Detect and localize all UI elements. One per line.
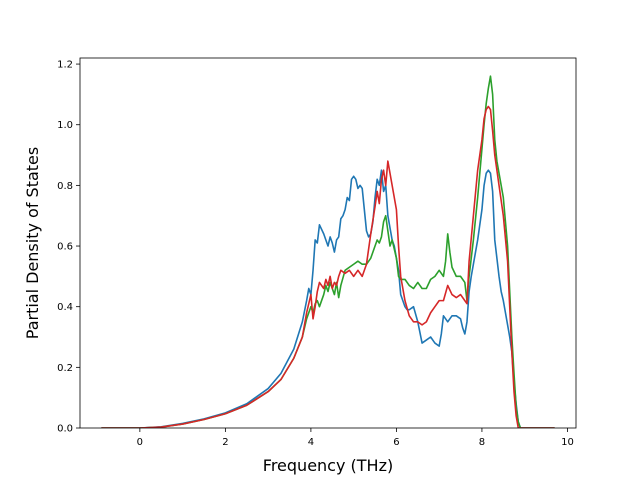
plot-area [79,57,577,429]
y-tick-label: 0.6 [57,242,73,253]
y-tick-label: 1.2 [57,60,73,71]
y-tick-label: 0.4 [57,302,73,313]
x-axis: 0 2 4 6 8 10 [137,428,574,448]
x-tick-label: 4 [308,437,314,448]
y-axis-title: Partial Density of States [23,147,42,339]
plot-frame [79,57,577,429]
y-axis: 0.0 0.2 0.4 0.6 0.8 1.0 1.2 [57,60,80,435]
series-layer [101,75,555,428]
y-tick-label: 0.2 [57,363,73,374]
x-tick-label: 6 [393,437,399,448]
x-tick-label: 10 [561,437,574,448]
y-tick-label: 0.0 [57,424,73,435]
y-tick-label: 0.8 [57,181,73,192]
x-axis-title: Frequency (THz) [263,456,393,475]
series-line-3 [101,105,555,428]
x-tick-label: 0 [137,437,143,448]
y-tick-label: 1.0 [57,120,73,131]
x-tick-label: 2 [222,437,228,448]
x-tick-label: 8 [479,437,485,448]
